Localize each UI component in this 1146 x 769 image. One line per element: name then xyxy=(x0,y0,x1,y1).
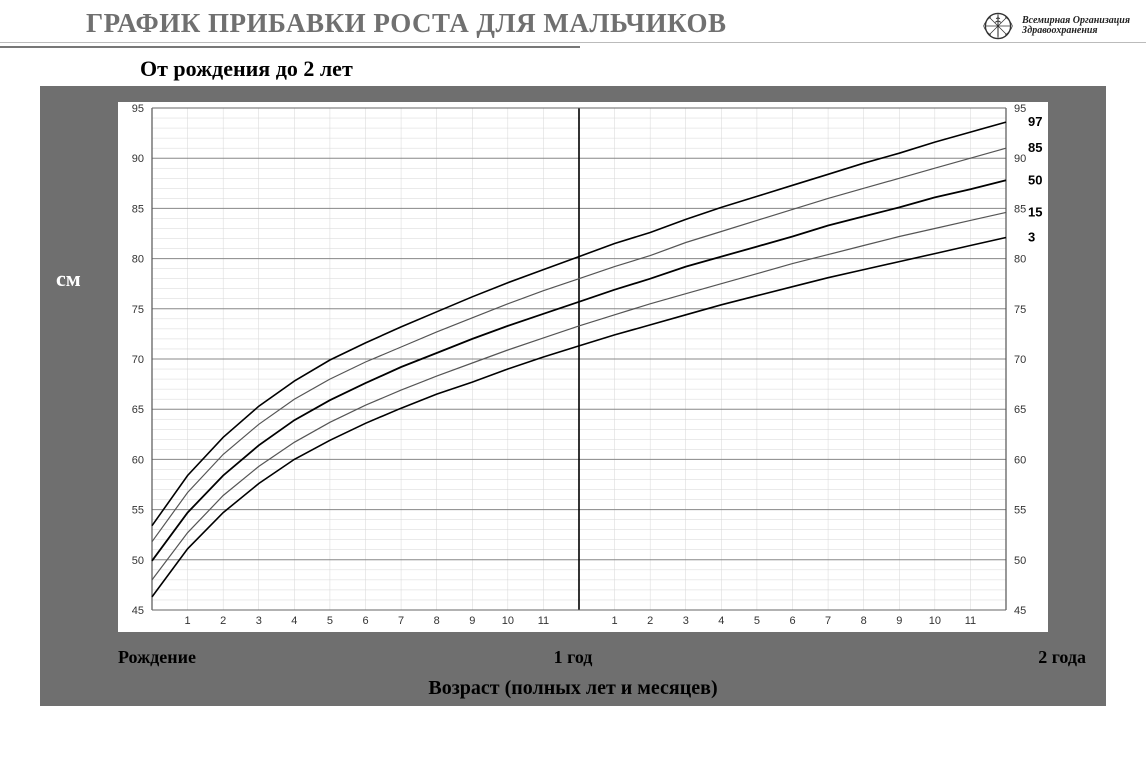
svg-text:85: 85 xyxy=(1014,203,1026,215)
svg-text:9: 9 xyxy=(469,615,475,627)
svg-text:55: 55 xyxy=(1014,505,1026,517)
svg-text:50: 50 xyxy=(1014,555,1026,567)
svg-text:75: 75 xyxy=(1014,304,1026,316)
svg-text:3: 3 xyxy=(683,615,689,627)
svg-text:80: 80 xyxy=(132,254,144,266)
page-title: ГРАФИК ПРИБАВКИ РОСТА ДЛЯ МАЛЬЧИКОВ xyxy=(86,8,727,39)
svg-text:50: 50 xyxy=(132,555,144,567)
x-axis-label: Возраст (полных лет и месяцев) xyxy=(40,677,1106,700)
svg-text:90: 90 xyxy=(1014,153,1026,165)
svg-text:45: 45 xyxy=(132,605,144,617)
who-branding: Всемирная Организация Здравоохранения xyxy=(980,8,1130,44)
who-logo-icon xyxy=(980,8,1016,44)
svg-text:65: 65 xyxy=(132,404,144,416)
growth-chart: 4545505055556060656570707575808085859090… xyxy=(118,102,1048,632)
svg-text:90: 90 xyxy=(132,153,144,165)
svg-text:45: 45 xyxy=(1014,605,1026,617)
svg-text:95: 95 xyxy=(1014,103,1026,115)
svg-text:1: 1 xyxy=(185,615,191,627)
svg-text:3: 3 xyxy=(1028,230,1035,245)
rule-thick xyxy=(0,46,580,48)
svg-text:85: 85 xyxy=(132,203,144,215)
svg-text:3: 3 xyxy=(256,615,262,627)
svg-text:9: 9 xyxy=(896,615,902,627)
svg-text:7: 7 xyxy=(398,615,404,627)
svg-text:65: 65 xyxy=(1014,404,1026,416)
svg-text:60: 60 xyxy=(1014,454,1026,466)
svg-text:11: 11 xyxy=(538,615,549,627)
header: ГРАФИК ПРИБАВКИ РОСТА ДЛЯ МАЛЬЧИКОВ От р… xyxy=(0,0,1146,86)
svg-text:7: 7 xyxy=(825,615,831,627)
svg-text:2: 2 xyxy=(647,615,653,627)
svg-text:4: 4 xyxy=(718,615,724,627)
svg-text:6: 6 xyxy=(789,615,795,627)
svg-text:95: 95 xyxy=(132,103,144,115)
svg-text:10: 10 xyxy=(502,615,514,627)
svg-text:10: 10 xyxy=(929,615,941,627)
svg-text:15: 15 xyxy=(1028,204,1042,219)
svg-text:6: 6 xyxy=(362,615,368,627)
svg-text:5: 5 xyxy=(327,615,333,627)
svg-text:11: 11 xyxy=(965,615,976,627)
x-year2-label: 2 года xyxy=(1038,647,1086,668)
svg-text:5: 5 xyxy=(754,615,760,627)
who-text-line2: Здравоохранения xyxy=(1022,26,1130,37)
y-axis-unit: см xyxy=(56,266,81,292)
svg-text:4: 4 xyxy=(291,615,297,627)
x-year1-label: 1 год xyxy=(40,647,1106,668)
svg-text:2: 2 xyxy=(220,615,226,627)
page-subtitle: От рождения до 2 лет xyxy=(140,56,353,82)
chart-frame: см 4545505055556060656570707575808085859… xyxy=(40,86,1106,706)
svg-text:80: 80 xyxy=(1014,254,1026,266)
svg-text:70: 70 xyxy=(132,354,144,366)
svg-text:70: 70 xyxy=(1014,354,1026,366)
svg-text:75: 75 xyxy=(132,304,144,316)
svg-text:55: 55 xyxy=(132,505,144,517)
svg-text:8: 8 xyxy=(861,615,867,627)
svg-text:97: 97 xyxy=(1028,114,1042,129)
svg-text:50: 50 xyxy=(1028,172,1042,187)
svg-text:60: 60 xyxy=(132,454,144,466)
svg-text:1: 1 xyxy=(612,615,618,627)
svg-text:8: 8 xyxy=(434,615,440,627)
svg-text:85: 85 xyxy=(1028,140,1042,155)
rule-thin xyxy=(0,42,1146,43)
